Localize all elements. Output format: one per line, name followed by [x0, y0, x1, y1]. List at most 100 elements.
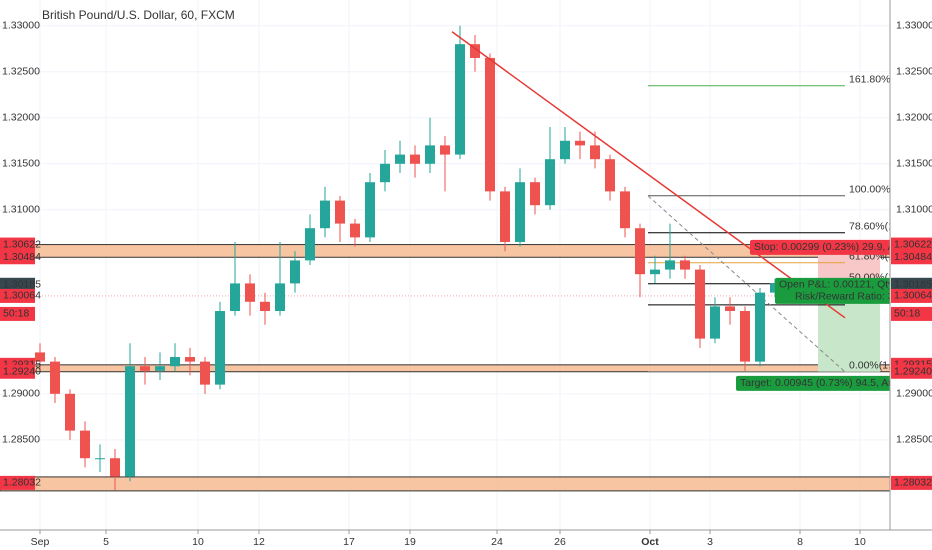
candle-body	[455, 44, 465, 155]
candle-body	[740, 311, 750, 362]
candle-body	[635, 228, 645, 275]
candle-body	[440, 145, 450, 155]
price-label: 1.30484	[894, 251, 932, 263]
x-tick-label: 10	[854, 536, 866, 548]
candle-body	[725, 306, 735, 312]
price-label: 1.28032	[894, 477, 932, 489]
y-tick-label: 1.31500	[896, 158, 932, 170]
candle-body	[245, 283, 255, 302]
candle-body	[650, 269, 660, 275]
y-tick-label-left: 1.32000	[2, 112, 40, 124]
candle-body	[260, 301, 270, 312]
chart-title: British Pound/U.S. Dollar, 60, FXCM	[42, 8, 235, 22]
candle-body	[80, 430, 90, 459]
price-label-left-bg	[0, 364, 35, 379]
candle-body	[410, 154, 420, 164]
price-label-left: 1.29240	[3, 366, 41, 378]
price-label: 1.30622	[894, 238, 932, 250]
y-tick-label: 1.28500	[896, 434, 932, 446]
price-label-left-bg	[0, 237, 35, 252]
price-label-bg	[891, 364, 932, 379]
price-label-bg	[891, 237, 932, 252]
candle-body	[590, 145, 600, 160]
candle-body	[305, 228, 315, 261]
price-label-left-bg	[0, 277, 35, 292]
rr-text: Risk/Reward Ratio: 3	[795, 291, 894, 303]
candle-body	[200, 361, 210, 385]
y-tick-label: 1.31000	[896, 204, 932, 216]
x-tick-label: 3	[707, 536, 713, 548]
x-tick-label: Sep	[31, 536, 50, 548]
x-tick-label: Oct	[641, 536, 659, 548]
candle-body	[485, 57, 495, 192]
sr-zone	[0, 476, 890, 492]
x-tick-label: 26	[554, 536, 566, 548]
candle-body	[560, 140, 570, 160]
candle-body	[710, 306, 720, 339]
y-tick-label: 1.32500	[896, 66, 932, 78]
candle-body	[380, 163, 390, 183]
y-tick-label: 1.29000	[896, 388, 932, 400]
price-label: 1.29240	[894, 366, 932, 378]
price-label-left: 1.30064	[3, 290, 41, 302]
candle-body	[35, 352, 45, 362]
y-tick-label-left: 1.31500	[2, 158, 40, 170]
candle-body	[500, 191, 510, 242]
price-label-left: 1.30622	[3, 238, 41, 250]
candle-body	[515, 182, 525, 242]
candle-body	[215, 311, 225, 385]
fib-trend	[647, 195, 846, 373]
price-label-bg	[891, 475, 932, 490]
candle-body	[695, 269, 705, 339]
candle-body	[575, 140, 585, 146]
fib-label: 0.00%(1.2	[849, 360, 897, 372]
sr-zone	[0, 364, 890, 373]
stop-box	[750, 239, 890, 255]
candle-body	[290, 260, 300, 284]
candle-body	[170, 357, 180, 367]
price-label-left: 1.28032	[3, 477, 41, 489]
x-tick-label: 5	[103, 536, 109, 548]
candle-body	[65, 393, 75, 431]
candle-body	[395, 154, 405, 164]
x-tick-label: 10	[192, 536, 204, 548]
candle-body	[320, 200, 330, 229]
sr-zone	[0, 244, 890, 258]
stop-text: Stop: 0.00299 (0.23%) 29.9, A	[754, 241, 895, 253]
candle-body	[350, 223, 360, 238]
x-tick-label: 8	[797, 536, 803, 548]
candle-body	[545, 159, 555, 206]
y-tick-label-left: 1.33000	[2, 20, 40, 32]
candle-body	[470, 44, 480, 58]
axes: 1.33000 1.33000 1.32500 1.32500 1.32000 1.320…	[0, 20, 932, 548]
candle-body	[335, 200, 345, 224]
candle-body	[530, 182, 540, 206]
fib-label: 100.00%(	[849, 184, 894, 196]
candle-body	[425, 145, 435, 164]
y-tick-label-left: 1.28500	[2, 434, 40, 446]
y-tick-label-left: 1.29000	[2, 388, 40, 400]
price-label-left-bg	[0, 475, 35, 490]
price-label-bg	[891, 288, 932, 303]
price-label: 1.30064	[894, 290, 932, 302]
candle-body	[275, 283, 285, 312]
countdown-bg	[891, 306, 932, 321]
countdown-left-bg	[0, 306, 35, 321]
fib-label: 78.60%(1	[849, 221, 894, 233]
fib-label: 161.80%(	[849, 74, 894, 86]
trendline	[451, 31, 846, 319]
candle-body	[140, 366, 150, 371]
countdown: 50:18	[894, 308, 920, 320]
candle-body	[110, 458, 120, 477]
pl-box	[775, 277, 890, 304]
y-tick-label-left: 1.31000	[2, 204, 40, 216]
countdown-left: 50:18	[3, 308, 29, 320]
price-label-left-bg	[0, 288, 35, 303]
price-label-bg	[891, 277, 932, 292]
x-tick-label: 19	[404, 536, 416, 548]
candle-body	[50, 361, 60, 394]
target-text: Target: 0.00945 (0.73%) 94.5, Am	[740, 377, 897, 389]
candle-body	[755, 292, 765, 362]
